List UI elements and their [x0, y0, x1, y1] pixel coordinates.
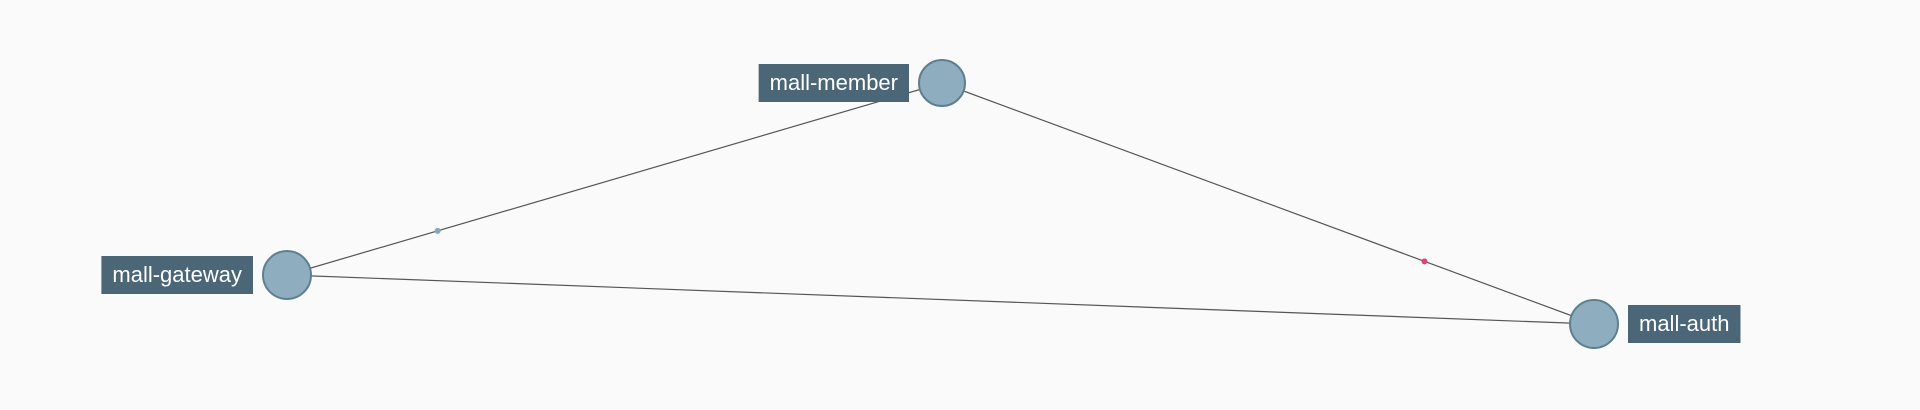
edge-flow-marker	[434, 227, 441, 234]
edge-flow-marker	[1421, 258, 1428, 265]
nodes-layer: mall-member mall-gateway mall-auth	[101, 59, 1741, 349]
node-circle[interactable]	[262, 250, 312, 300]
node-circle[interactable]	[918, 59, 966, 107]
node-mall-gateway[interactable]: mall-gateway	[101, 250, 312, 300]
node-label-box	[101, 256, 253, 294]
node-label-box	[1628, 305, 1741, 343]
node-label-text: mall-member	[770, 70, 898, 95]
edges-layer	[286, 82, 1595, 325]
node-label-text: mall-gateway	[112, 262, 242, 287]
edge-mall-member-to-mall-auth[interactable]	[941, 82, 1595, 325]
edge-mall-gateway-to-mall-member[interactable]	[286, 82, 943, 276]
node-circle[interactable]	[1569, 299, 1619, 349]
node-mall-auth[interactable]: mall-auth	[1569, 299, 1741, 349]
node-mall-member[interactable]: mall-member	[758, 59, 966, 107]
edge-mall-gateway-to-mall-auth[interactable]	[286, 274, 1595, 325]
node-label-text: mall-auth	[1639, 311, 1729, 336]
node-label-box	[758, 64, 909, 102]
